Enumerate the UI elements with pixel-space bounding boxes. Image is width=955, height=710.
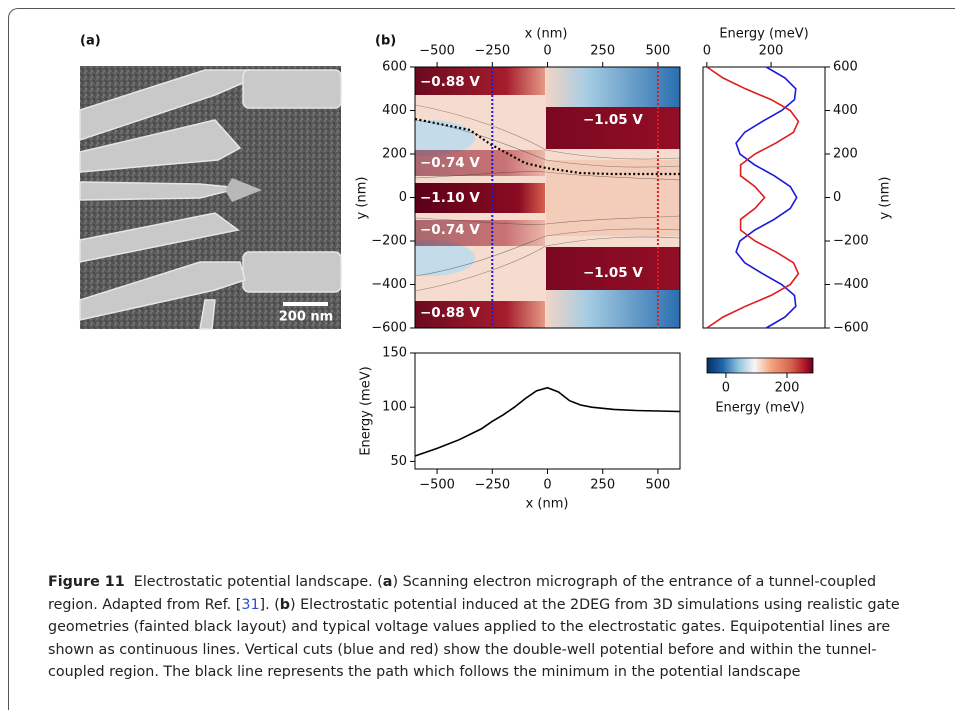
caption-text: b [280,597,290,613]
gate-voltage-label: −0.88 V [420,74,480,90]
gate-voltage-label: −1.05 V [583,265,643,281]
figure: (a) 200 nm (b) [0,0,955,560]
x-axis-label: x (nm) [526,497,569,512]
colorbar-tick-label: 200 [775,381,800,396]
x-tick-label: 250 [590,44,615,59]
y-tick-label: 50 [390,454,407,469]
panel-label: (a) [80,34,101,49]
caption-text: Electrostatic potential landscape. ( [134,574,383,590]
data-line [415,388,680,456]
y-tick-label: −600 [371,321,407,336]
y-tick-label: 200 [382,147,407,162]
data-line [707,67,799,328]
x-tick-label: 0 [543,478,551,493]
y-axis-label: Energy (meV) [359,366,374,455]
y-tick-label: 150 [382,346,407,361]
y-tick-label: −200 [833,234,869,249]
x-tick-label: 200 [759,44,784,59]
y-tick-label: −600 [833,321,869,336]
x-tick-label: −250 [474,478,510,493]
caption: Figure 11 Electrostatic potential landsc… [48,571,918,684]
x-tick-label: 500 [646,478,671,493]
y-tick-label: 0 [399,190,407,205]
x-tick-label: 250 [590,478,615,493]
sem-image [80,66,341,329]
gate-voltage-label: −0.88 V [420,305,480,321]
x-tick-label: −500 [419,44,455,59]
gate-voltage-label: −1.10 V [420,190,480,206]
reference-link[interactable]: 31 [241,597,259,613]
y-tick-label: 600 [382,60,407,75]
gate-voltage-label: −0.74 V [420,155,480,171]
y-tick-label: 600 [833,60,858,75]
scale-bar-label: 200 nm [279,310,333,325]
gate-voltage-label: −0.74 V [420,222,480,238]
page: (a) 200 nm (b) [0,0,955,710]
y-tick-label: 400 [833,103,858,118]
x-tick-label: −250 [474,44,510,59]
colorbar [707,358,813,373]
y-axis-label: y (nm) [878,177,893,220]
data-line [736,67,797,328]
colorbar-tick-label: 0 [722,381,730,396]
y-tick-label: −400 [833,277,869,292]
y-tick-label: 0 [833,190,841,205]
x-tick-label: 0 [543,44,551,59]
x-axis-label: x (nm) [525,27,568,42]
panel-label: (b) [375,34,396,49]
y-tick-label: 400 [382,103,407,118]
y-tick-label: −200 [371,234,407,249]
caption-text: a [383,574,393,590]
caption-label: Figure 11 [48,574,125,590]
x-tick-label: 0 [703,44,711,59]
y-tick-label: 100 [382,400,407,415]
y-tick-label: −400 [371,277,407,292]
caption-text: ]. ( [260,597,280,613]
y-axis-label: y (nm) [355,177,370,220]
x-tick-label: −500 [419,478,455,493]
x-axis-label: Energy (meV) [719,27,808,42]
y-tick-label: 200 [833,147,858,162]
colorbar-label: Energy (meV) [715,401,804,416]
gate-voltage-label: −1.05 V [583,112,643,128]
x-tick-label: 500 [646,44,671,59]
